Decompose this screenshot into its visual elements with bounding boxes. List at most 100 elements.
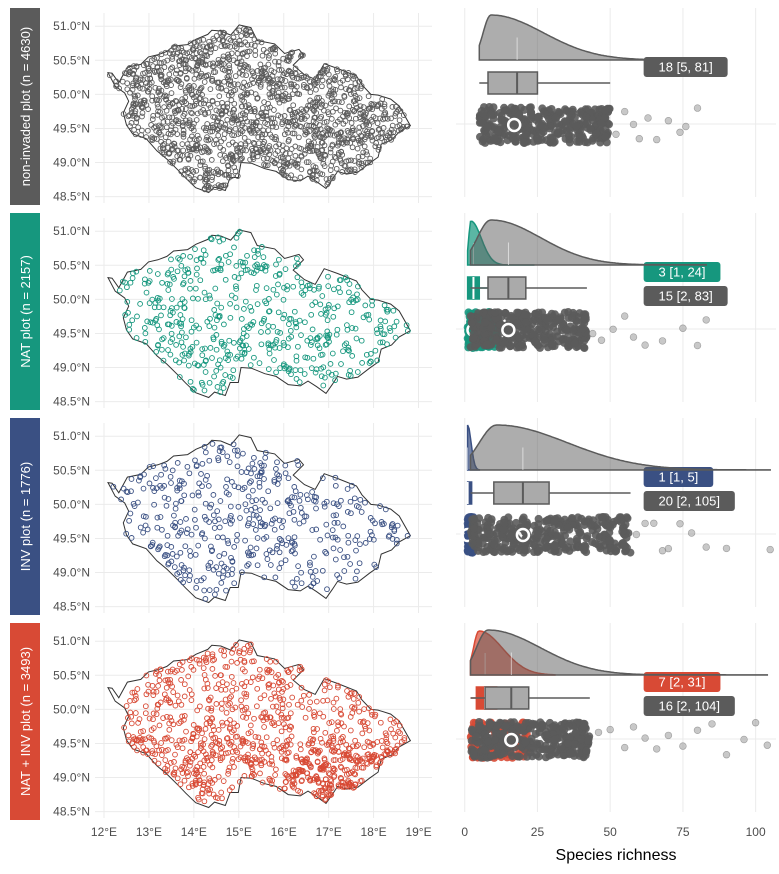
rain-point <box>617 518 626 526</box>
rain-point <box>468 539 477 548</box>
plot-point <box>226 73 232 79</box>
plot-point <box>221 648 227 654</box>
plot-point <box>220 29 227 36</box>
plot-point <box>297 174 304 181</box>
plot-point <box>205 565 212 572</box>
plot-point <box>329 350 336 357</box>
plot-point <box>214 508 221 514</box>
plot-point <box>400 112 407 118</box>
rain-point <box>466 312 475 321</box>
plot-point <box>220 53 227 60</box>
plot-point <box>170 770 177 777</box>
plot-point <box>170 129 177 136</box>
plot-point <box>202 596 209 602</box>
plot-point <box>273 291 280 298</box>
plot-point <box>220 534 226 541</box>
plot-point <box>209 441 216 447</box>
plot-point <box>209 128 216 135</box>
plot-point <box>360 104 367 110</box>
plot-point <box>164 280 171 287</box>
rain-point <box>563 523 572 532</box>
plot-point <box>285 749 292 756</box>
plot-point <box>378 753 384 760</box>
plot-point <box>298 684 305 691</box>
plot-point <box>116 287 123 294</box>
plot-point <box>309 302 316 308</box>
plot-point <box>237 157 243 164</box>
plot-point <box>225 771 231 777</box>
plot-point <box>231 727 237 734</box>
plot-point <box>268 695 274 702</box>
plot-point <box>301 150 308 157</box>
plot-point <box>132 93 139 100</box>
plot-point <box>313 98 320 105</box>
rain-point <box>560 308 569 317</box>
plot-point <box>243 108 250 115</box>
plot-point <box>261 743 268 750</box>
plot-point <box>321 107 327 114</box>
plot-point <box>213 107 220 114</box>
plot-point <box>292 176 298 183</box>
plot-point <box>262 522 269 528</box>
plot-point <box>176 661 183 668</box>
plot-point <box>125 738 132 745</box>
plot-point <box>221 131 228 137</box>
plot-point <box>217 745 224 752</box>
plot-point <box>392 746 398 753</box>
plot-point <box>272 772 278 778</box>
plot-point <box>313 526 320 533</box>
plot-point <box>285 123 292 130</box>
rain-point <box>558 539 567 548</box>
plot-point <box>190 667 197 673</box>
plot-point <box>359 360 365 366</box>
plot-point <box>224 100 231 107</box>
plot-point <box>231 483 238 489</box>
plot-point <box>259 105 266 111</box>
plot-point <box>167 714 174 721</box>
plot-point <box>233 304 240 311</box>
series-total: 18 [5, 81] <box>475 14 728 147</box>
plot-point <box>181 777 188 784</box>
plot-point <box>303 159 310 165</box>
plot-point <box>307 562 313 569</box>
plot-point <box>338 764 345 771</box>
y-tick-label: 48.5°N <box>53 600 90 614</box>
plot-point <box>382 506 389 513</box>
plot-point <box>369 711 375 718</box>
plot-point <box>286 500 293 506</box>
plot-point <box>124 489 131 496</box>
plot-point <box>139 110 146 116</box>
rain-point <box>601 125 610 133</box>
plot-point <box>281 311 288 318</box>
plot-point <box>344 168 351 174</box>
plot-point <box>366 705 372 712</box>
plot-point <box>149 682 156 689</box>
plot-point <box>235 275 242 281</box>
rain-point <box>470 524 479 533</box>
plot-point <box>146 268 153 274</box>
plot-point <box>155 89 162 96</box>
plot-point <box>168 82 174 88</box>
plot-point <box>289 783 296 790</box>
plot-point <box>249 322 255 328</box>
plot-point <box>377 325 384 332</box>
plot-point <box>275 89 282 96</box>
plot-point <box>157 72 164 79</box>
plot-point <box>241 659 248 666</box>
plot-point <box>245 493 252 500</box>
plot-point <box>269 777 275 784</box>
plot-point <box>227 78 233 85</box>
plot-point <box>180 253 187 259</box>
plot-point <box>110 483 117 490</box>
plot-point <box>323 521 330 528</box>
plot-point <box>227 503 234 510</box>
rain-point <box>474 309 483 318</box>
plot-point <box>153 348 160 355</box>
plot-point <box>208 757 215 763</box>
plot-point <box>341 784 348 790</box>
plot-point <box>330 500 337 507</box>
plot-point <box>200 748 207 755</box>
plot-point <box>209 780 216 786</box>
rain-point <box>600 106 609 115</box>
plot-point <box>349 127 356 134</box>
